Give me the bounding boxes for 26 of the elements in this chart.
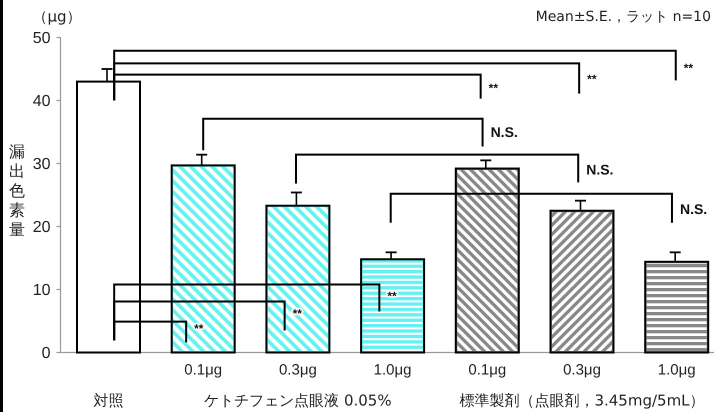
x-tick-label: 0.3μg: [278, 361, 317, 378]
text: Mean±S.E.，ラット n=10: [536, 8, 711, 25]
y-tick-label: 30: [32, 156, 51, 174]
annotation: **: [684, 60, 694, 75]
x-tick-label: 1.0μg: [658, 361, 696, 378]
x-tick-label: 0.3μg: [563, 361, 601, 378]
y-tick-label: 0: [42, 345, 51, 362]
text: ケトチフェン点眼液 0.05%: [204, 391, 392, 410]
x-tick-label: 0.1μg: [184, 361, 222, 378]
x-tick-label: 1.0μg: [374, 361, 412, 378]
annotation: **: [587, 72, 597, 86]
annotation: **: [292, 306, 302, 321]
annotation: N.S.: [680, 200, 708, 217]
text: （μg）: [32, 7, 82, 26]
annotation: **: [488, 80, 498, 95]
y-tick-label: 50: [32, 30, 51, 48]
y-tick-label: 20: [32, 219, 51, 236]
text: 対照: [94, 391, 124, 410]
annotation: **: [194, 322, 204, 336]
annotation: N.S.: [586, 162, 614, 178]
annotation: N.S.: [490, 124, 518, 140]
y-tick-label: 10: [32, 282, 51, 300]
y-tick-label: 40: [32, 93, 51, 110]
x-tick-label: 0.1μg: [468, 361, 506, 378]
text: 標準製剤（点眼剤，3.45mg/5mL）: [459, 391, 705, 410]
y-axis-title: 漏出色素量: [9, 142, 25, 239]
